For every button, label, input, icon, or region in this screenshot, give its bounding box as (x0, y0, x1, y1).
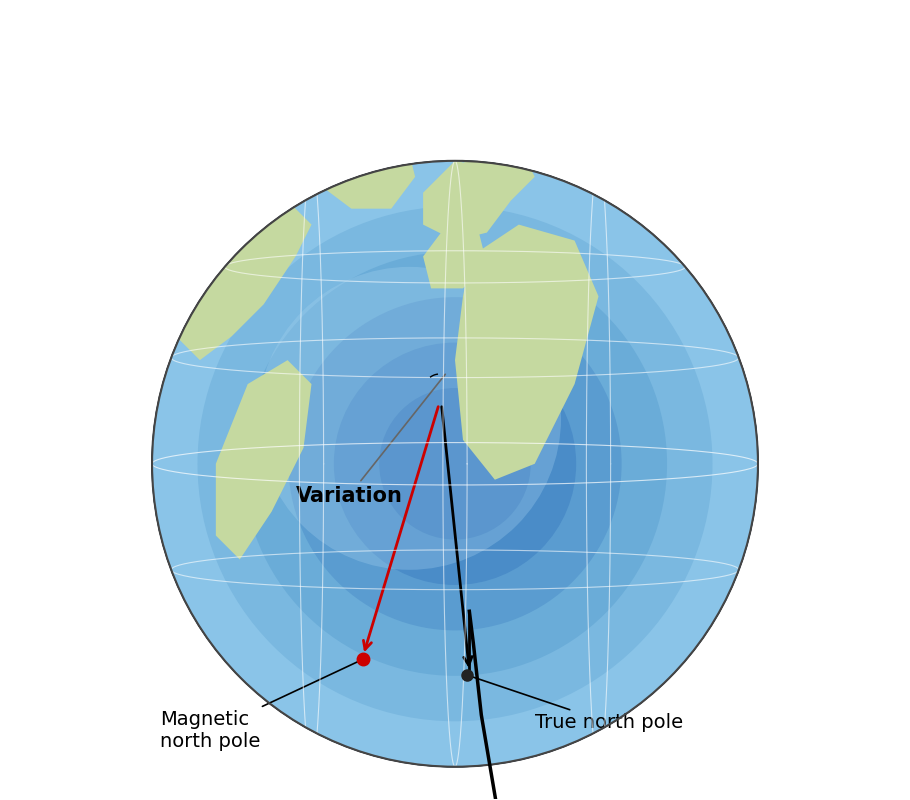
Text: Magnetic
north pole: Magnetic north pole (160, 660, 360, 751)
Circle shape (402, 410, 508, 517)
Circle shape (288, 297, 622, 630)
Circle shape (311, 320, 599, 608)
Polygon shape (455, 225, 599, 480)
Circle shape (440, 449, 470, 479)
Circle shape (318, 327, 592, 600)
Polygon shape (423, 161, 511, 241)
Circle shape (197, 206, 713, 722)
Circle shape (364, 373, 546, 554)
Polygon shape (343, 129, 399, 169)
Circle shape (334, 342, 576, 585)
Circle shape (167, 176, 743, 751)
Circle shape (159, 169, 751, 759)
Circle shape (250, 259, 660, 668)
Circle shape (288, 297, 622, 630)
Circle shape (152, 161, 758, 766)
Circle shape (236, 244, 674, 683)
Circle shape (448, 456, 462, 471)
Circle shape (432, 441, 478, 486)
Circle shape (228, 237, 682, 691)
Circle shape (425, 434, 485, 494)
Circle shape (258, 267, 652, 661)
Circle shape (296, 305, 614, 623)
Circle shape (273, 282, 637, 646)
Circle shape (410, 418, 500, 510)
Circle shape (182, 191, 728, 737)
Polygon shape (176, 193, 311, 360)
Polygon shape (216, 360, 311, 559)
Circle shape (205, 214, 705, 714)
Text: Variation: Variation (296, 374, 445, 506)
Circle shape (197, 206, 713, 722)
Circle shape (349, 358, 561, 570)
Circle shape (243, 252, 667, 676)
Circle shape (152, 161, 758, 766)
Circle shape (379, 388, 531, 539)
Circle shape (220, 229, 690, 698)
Circle shape (190, 198, 720, 729)
Polygon shape (319, 137, 415, 209)
Circle shape (379, 388, 531, 539)
Polygon shape (463, 137, 535, 201)
Circle shape (213, 222, 697, 706)
Circle shape (357, 366, 553, 562)
Circle shape (394, 403, 516, 524)
Circle shape (266, 274, 644, 653)
Circle shape (341, 350, 569, 578)
Circle shape (281, 290, 629, 638)
Circle shape (371, 381, 539, 547)
Circle shape (417, 426, 493, 502)
Circle shape (152, 161, 758, 766)
Circle shape (243, 252, 667, 676)
Circle shape (304, 312, 606, 615)
Circle shape (327, 335, 583, 593)
Circle shape (334, 342, 576, 585)
Polygon shape (279, 113, 439, 177)
Circle shape (175, 183, 735, 744)
Circle shape (258, 267, 561, 570)
Circle shape (387, 396, 523, 532)
Polygon shape (423, 225, 487, 288)
Text: True north pole: True north pole (470, 676, 682, 732)
